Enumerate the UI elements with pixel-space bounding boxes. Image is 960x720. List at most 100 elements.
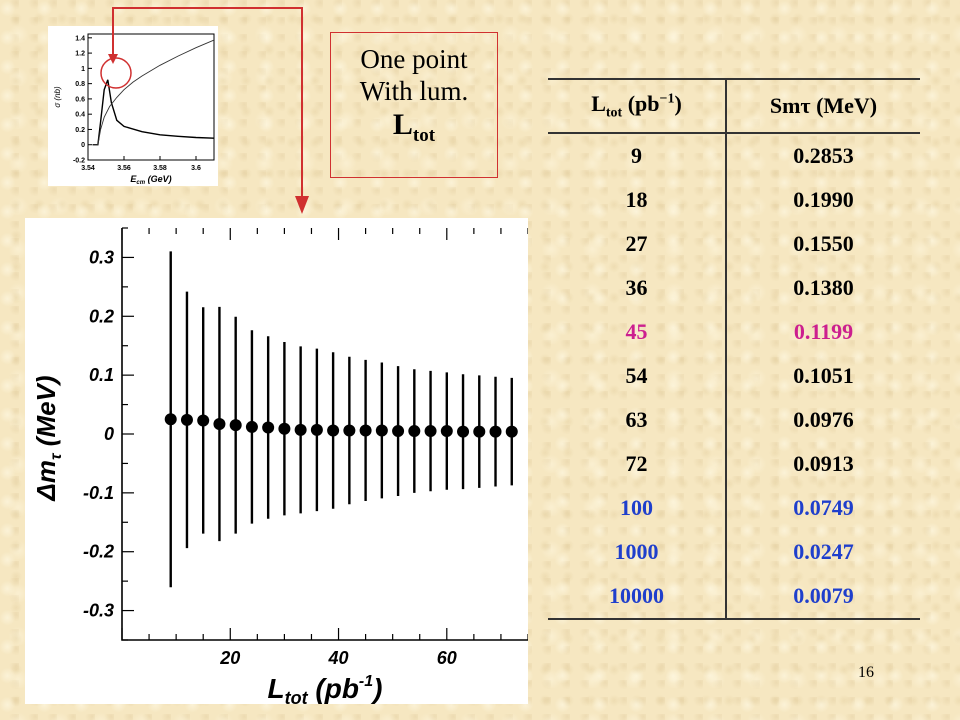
main-x-tick-label: 40 bbox=[328, 648, 349, 668]
cross-section-x-label: Ecm (GeV) bbox=[130, 174, 171, 186]
main-y-tick-label: -0.3 bbox=[83, 601, 114, 621]
cell-luminosity: 10000 bbox=[548, 574, 727, 619]
table-row: 36 0.1380 bbox=[548, 266, 920, 310]
callout-ltot-main: L bbox=[392, 108, 413, 141]
data-point bbox=[197, 414, 210, 427]
cross-section-series-line bbox=[92, 39, 215, 146]
callout-line-2: With lum. bbox=[359, 76, 469, 106]
data-point bbox=[278, 422, 291, 435]
table-row: 63 0.0976 bbox=[548, 398, 920, 442]
main-y-tick-label: 0.1 bbox=[89, 365, 114, 385]
table-row: 18 0.1990 bbox=[548, 178, 920, 222]
arrow-big-head bbox=[295, 196, 309, 214]
data-point bbox=[164, 413, 177, 426]
table-row: 10000 0.0079 bbox=[548, 574, 920, 619]
cell-sigma: 0.0976 bbox=[793, 407, 854, 432]
header-lum-sub: tot bbox=[605, 105, 623, 121]
main-y-tick-label: -0.2 bbox=[83, 542, 114, 562]
resonance-highlight-circle bbox=[100, 57, 132, 89]
data-point bbox=[408, 425, 421, 438]
cell-luminosity: 54 bbox=[548, 354, 727, 398]
luminosity-table: Ltot (pb−1) Smτ (MeV) 9 0.2853 18 0.1990 27 0… bbox=[548, 78, 920, 620]
data-point bbox=[473, 425, 486, 438]
table-row: 54 0.1051 bbox=[548, 354, 920, 398]
cell-luminosity: 72 bbox=[548, 442, 727, 486]
callout-box: One point With lum. Ltot bbox=[330, 32, 498, 178]
main-y-tick-label: 0 bbox=[104, 424, 114, 444]
data-point bbox=[262, 421, 275, 434]
main-x-tick-label: 60 bbox=[437, 648, 457, 668]
header-luminosity: Ltot (pb−1) bbox=[548, 79, 727, 133]
cross-section-x-tick-label: 3.54 bbox=[81, 165, 95, 172]
cross-section-y-tick-label: 1.4 bbox=[75, 35, 85, 42]
cross-section-y-tick-label: 1.2 bbox=[75, 51, 85, 58]
cell-luminosity: 45 bbox=[548, 310, 727, 354]
cross-section-y-tick-label: 0.2 bbox=[75, 127, 85, 134]
callout-ltot-sub: tot bbox=[412, 125, 436, 146]
table-row: 45 0.1199 bbox=[548, 310, 920, 354]
data-point bbox=[213, 417, 226, 430]
data-point bbox=[489, 425, 502, 438]
data-point bbox=[359, 424, 372, 437]
table-row: 9 0.2853 bbox=[548, 133, 920, 178]
data-point bbox=[229, 419, 242, 432]
header-sigma-main: Sm bbox=[769, 93, 801, 118]
cell-sigma: 0.2853 bbox=[793, 143, 854, 168]
cross-section-marks bbox=[92, 39, 215, 146]
cross-section-x-tick-label: 3.58 bbox=[153, 165, 167, 172]
callout-line-1: One point bbox=[360, 44, 468, 74]
header-sigma: Smτ (MeV) bbox=[726, 79, 920, 133]
header-lum-unit-pre: (pb bbox=[622, 90, 660, 116]
cell-luminosity: 9 bbox=[548, 133, 727, 178]
data-point bbox=[392, 425, 405, 438]
data-point bbox=[180, 413, 193, 426]
main-y-tick-label: 0.3 bbox=[89, 247, 114, 267]
header-sigma-sym: τ bbox=[800, 93, 811, 118]
cross-section-y-tick-label: 0.4 bbox=[75, 112, 85, 119]
cell-sigma: 0.0913 bbox=[793, 451, 854, 476]
main-y-tick-label: 0.2 bbox=[89, 306, 114, 326]
data-point bbox=[505, 425, 518, 438]
cross-section-plot: 3.54 3.56 3.58 3.6 -0.2 0 0.2 0.4 0.6 0.8 1 1.2 1.4 E… bbox=[48, 26, 218, 186]
main-plot-axes: 20 40 60 0.3 0.2 0.1 0 -0.1 -0.2 -0.3 Ltot (pb-1) Δ… bbox=[31, 227, 528, 704]
data-point bbox=[294, 423, 307, 436]
table-body: 9 0.2853 18 0.1990 27 0.1550 36 0.1380 45 0.1199 5… bbox=[548, 133, 920, 619]
cell-luminosity: 27 bbox=[548, 222, 727, 266]
cell-sigma: 0.1990 bbox=[793, 187, 854, 212]
cell-sigma: 0.1380 bbox=[793, 275, 854, 300]
data-point bbox=[440, 425, 453, 438]
cell-sigma: 0.0749 bbox=[793, 495, 854, 520]
cell-sigma: 0.0079 bbox=[793, 583, 854, 608]
cross-section-x-tick-label: 3.6 bbox=[191, 165, 201, 172]
table-row: 27 0.1550 bbox=[548, 222, 920, 266]
data-point bbox=[343, 424, 356, 437]
data-point bbox=[457, 425, 470, 438]
main-x-tick-label: 20 bbox=[219, 648, 240, 668]
main-y-tick-label: -0.1 bbox=[83, 483, 114, 503]
cell-luminosity: 1000 bbox=[548, 530, 727, 574]
cell-luminosity: 100 bbox=[548, 486, 727, 530]
callout-line-3: Ltot bbox=[331, 107, 497, 154]
cross-section-y-tick-label: 0.8 bbox=[75, 81, 85, 88]
cross-section-frame bbox=[87, 33, 215, 161]
data-point bbox=[310, 423, 323, 436]
cross-section-y-tick-label: -0.2 bbox=[73, 158, 85, 165]
cell-luminosity: 63 bbox=[548, 398, 727, 442]
cross-section-y-tick-label: 0 bbox=[81, 142, 85, 149]
cross-section-y-label: σ (nb) bbox=[53, 86, 62, 108]
cross-section-y-tick-label: 0.6 bbox=[75, 96, 85, 103]
header-sigma-unit: (MeV) bbox=[810, 93, 878, 118]
cross-section-axes: 3.54 3.56 3.58 3.6 -0.2 0 0.2 0.4 0.6 0.8 1 1.2 1.4 E… bbox=[53, 33, 215, 186]
table-row: 1000 0.0247 bbox=[548, 530, 920, 574]
header-lum-unit-sup: −1 bbox=[659, 91, 675, 107]
main-x-label: Ltot (pb-1) bbox=[268, 673, 383, 704]
mass-resolution-plot: 20 40 60 0.3 0.2 0.1 0 -0.1 -0.2 -0.3 Ltot (pb-1) Δ… bbox=[25, 218, 528, 704]
cell-sigma: 0.1550 bbox=[793, 231, 854, 256]
cell-sigma: 0.1199 bbox=[793, 319, 854, 344]
data-point bbox=[375, 424, 388, 437]
cell-sigma: 0.0247 bbox=[793, 539, 854, 564]
data-point bbox=[424, 425, 437, 438]
table-row: 72 0.0913 bbox=[548, 442, 920, 486]
main-y-label: Δmτ (MeV) bbox=[31, 375, 65, 501]
